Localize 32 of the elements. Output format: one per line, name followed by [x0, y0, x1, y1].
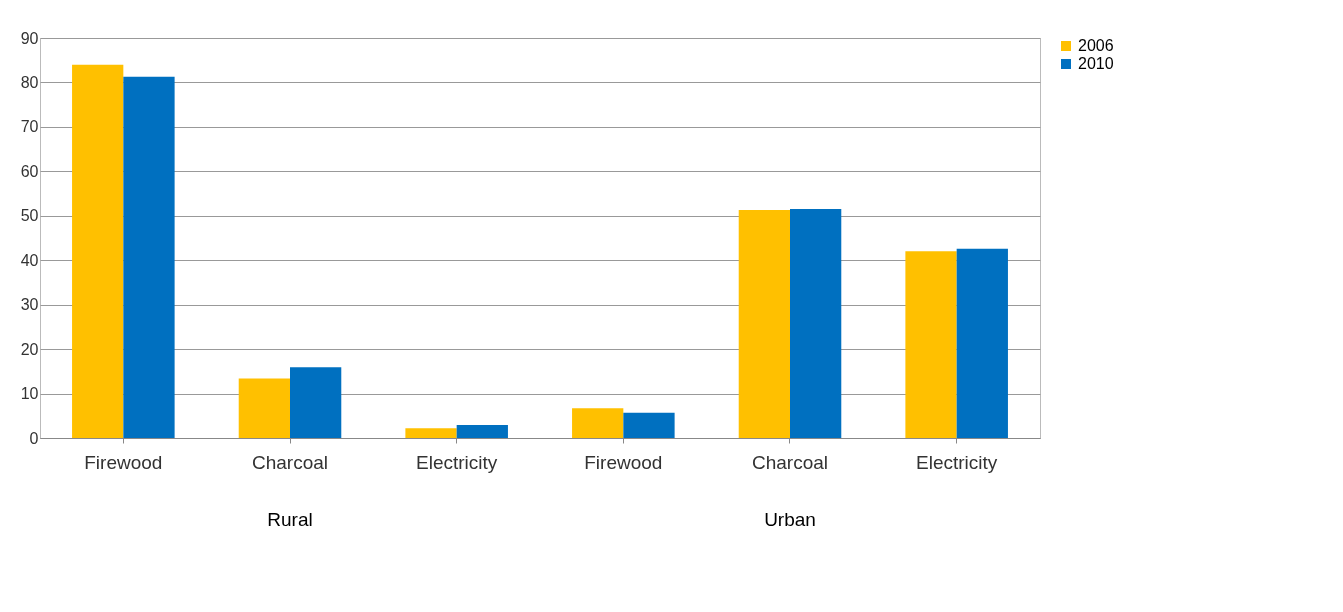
y-tick-label: 30 — [20, 296, 39, 314]
bar — [790, 209, 842, 438]
y-tick-label: 80 — [20, 73, 39, 91]
bar — [956, 248, 1008, 438]
bar — [72, 64, 124, 438]
x-tick-label: Charcoal — [751, 451, 829, 473]
y-tick-label: 60 — [20, 162, 39, 180]
x-tick-label: Electricity — [416, 451, 498, 473]
bar — [623, 412, 675, 438]
y-tick-label: 90 — [20, 29, 39, 47]
bar — [738, 210, 790, 438]
y-tick-label: 20 — [20, 340, 39, 358]
y-tick-label: 40 — [20, 251, 39, 269]
bar — [290, 367, 342, 438]
legend-label: 2006 — [1078, 37, 1114, 54]
text: Urban — [764, 509, 816, 530]
x-tick-label: Electricity — [916, 451, 998, 473]
bar — [572, 408, 624, 438]
y-tick-label: 50 — [20, 207, 39, 225]
y-tick-label: 0 — [29, 429, 39, 447]
bar — [238, 378, 290, 438]
legend-label: 2010 — [1078, 55, 1114, 72]
x-tick-label: Charcoal — [251, 451, 329, 473]
bar — [123, 76, 175, 438]
x-tick-label: Firewood — [84, 451, 163, 473]
y-tick-label: 10 — [20, 385, 39, 403]
bar — [405, 428, 457, 438]
text: Rural — [267, 509, 313, 530]
x-tick-label: Firewood — [584, 451, 663, 473]
y-tick-label: 70 — [20, 118, 39, 136]
bar — [456, 425, 508, 438]
bar — [905, 251, 957, 438]
